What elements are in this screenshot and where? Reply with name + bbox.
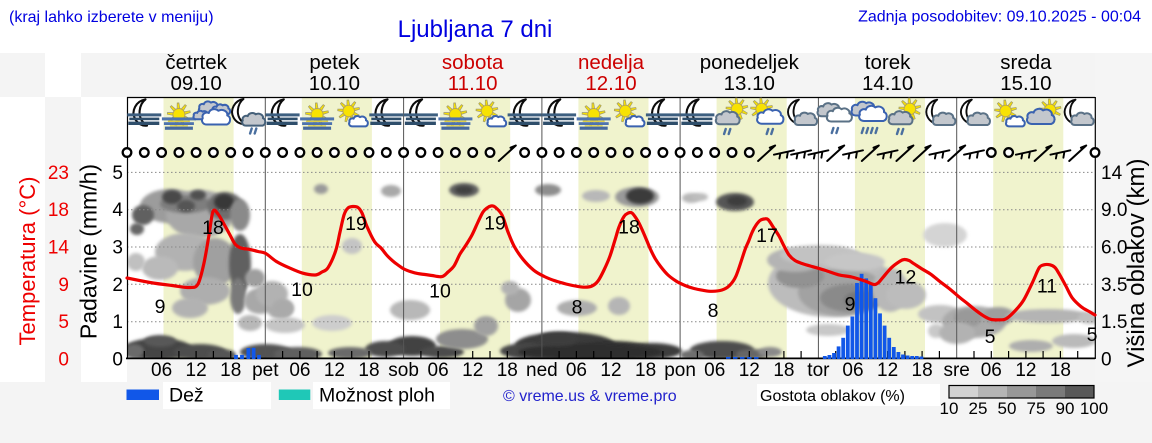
svg-text:06: 06	[151, 360, 172, 381]
svg-text:pet: pet	[252, 360, 279, 381]
svg-text:18: 18	[1050, 360, 1071, 381]
svg-text:19: 19	[345, 213, 367, 235]
svg-text:9.0: 9.0	[1101, 200, 1127, 221]
svg-text:Zadnja posodobitev: 09.10.2025: Zadnja posodobitev: 09.10.2025 - 00:04	[858, 9, 1141, 26]
svg-text:25: 25	[969, 399, 988, 418]
svg-text:6.0: 6.0	[1101, 238, 1127, 259]
svg-text:ponedeljek: ponedeljek	[700, 51, 800, 74]
svg-text:sob: sob	[388, 360, 419, 381]
svg-text:0: 0	[1101, 350, 1112, 371]
svg-text:06: 06	[981, 360, 1002, 381]
svg-text:14: 14	[48, 238, 70, 259]
svg-text:0: 0	[112, 350, 123, 371]
svg-text:5: 5	[58, 312, 69, 333]
svg-text:11: 11	[1037, 276, 1057, 298]
svg-text:06: 06	[566, 360, 587, 381]
svg-text:18: 18	[48, 200, 69, 221]
svg-text:23: 23	[48, 163, 69, 184]
svg-text:10: 10	[429, 281, 451, 303]
svg-text:tor: tor	[807, 360, 830, 381]
svg-text:06: 06	[428, 360, 449, 381]
svg-text:12: 12	[324, 360, 345, 381]
svg-text:14.10: 14.10	[862, 72, 913, 95]
svg-text:torek: torek	[865, 51, 911, 74]
svg-text:06: 06	[704, 360, 725, 381]
svg-text:5: 5	[985, 326, 996, 348]
svg-text:Padavine (mm/h): Padavine (mm/h)	[76, 164, 102, 339]
svg-text:12.10: 12.10	[585, 72, 636, 95]
svg-text:Ljubljana 7 dni: Ljubljana 7 dni	[398, 16, 553, 43]
svg-text:8: 8	[708, 300, 719, 322]
svg-text:18: 18	[618, 217, 640, 239]
svg-text:3.5: 3.5	[1101, 275, 1127, 296]
svg-text:Višina oblakov (km): Višina oblakov (km)	[1123, 159, 1150, 368]
svg-text:9: 9	[845, 294, 856, 316]
svg-text:17: 17	[756, 225, 778, 247]
svg-text:18: 18	[220, 360, 241, 381]
svg-text:18: 18	[358, 360, 379, 381]
svg-text:11.10: 11.10	[448, 72, 498, 95]
svg-text:10: 10	[291, 279, 313, 301]
svg-text:četrtek: četrtek	[165, 51, 227, 74]
svg-text:Dež: Dež	[169, 385, 204, 407]
svg-text:100: 100	[1080, 399, 1108, 418]
svg-text:13.10: 13.10	[724, 72, 775, 95]
svg-text:petek: petek	[309, 51, 360, 74]
svg-text:sre: sre	[943, 360, 969, 381]
svg-text:sobota: sobota	[442, 51, 504, 74]
svg-text:18: 18	[497, 360, 518, 381]
svg-text:1: 1	[112, 312, 123, 333]
svg-text:18: 18	[635, 360, 656, 381]
svg-text:© vreme.us & vreme.pro: © vreme.us & vreme.pro	[503, 388, 677, 405]
svg-text:3: 3	[112, 238, 123, 259]
svg-text:90: 90	[1056, 399, 1075, 418]
svg-text:8: 8	[572, 297, 583, 319]
svg-text:06: 06	[842, 360, 863, 381]
svg-text:12: 12	[877, 360, 898, 381]
svg-text:Možnost ploh: Možnost ploh	[319, 385, 435, 407]
svg-text:2: 2	[112, 275, 123, 296]
svg-text:pon: pon	[664, 360, 696, 381]
svg-text:9: 9	[155, 296, 166, 318]
svg-text:9: 9	[58, 275, 69, 296]
svg-text:12: 12	[739, 360, 760, 381]
svg-text:Temperatura (°C): Temperatura (°C)	[15, 177, 40, 346]
svg-text:1.5: 1.5	[1101, 312, 1127, 333]
svg-text:06: 06	[289, 360, 310, 381]
svg-text:15.10: 15.10	[1000, 72, 1051, 95]
svg-text:14: 14	[1101, 163, 1123, 184]
svg-text:(kraj lahko izberete v meniju): (kraj lahko izberete v meniju)	[9, 9, 214, 26]
svg-text:10: 10	[940, 399, 959, 418]
svg-text:ned: ned	[526, 360, 558, 381]
svg-text:12: 12	[186, 360, 207, 381]
svg-text:75: 75	[1027, 399, 1046, 418]
svg-text:12: 12	[895, 267, 917, 289]
svg-text:nedelja: nedelja	[578, 51, 645, 74]
svg-text:18: 18	[202, 217, 224, 239]
svg-text:09.10: 09.10	[170, 72, 221, 95]
svg-text:19: 19	[484, 213, 506, 235]
svg-text:Gostota oblakov (%): Gostota oblakov (%)	[760, 388, 905, 405]
svg-text:12: 12	[462, 360, 483, 381]
svg-text:12: 12	[1015, 360, 1036, 381]
svg-text:50: 50	[998, 399, 1017, 418]
svg-text:12: 12	[600, 360, 621, 381]
svg-text:4: 4	[112, 200, 123, 221]
svg-text:5: 5	[1087, 324, 1098, 346]
svg-text:0: 0	[58, 350, 69, 371]
svg-text:18: 18	[912, 360, 933, 381]
svg-text:10.10: 10.10	[309, 72, 360, 95]
svg-text:sreda: sreda	[1000, 51, 1052, 74]
svg-text:5: 5	[112, 163, 123, 184]
svg-text:18: 18	[773, 360, 794, 381]
